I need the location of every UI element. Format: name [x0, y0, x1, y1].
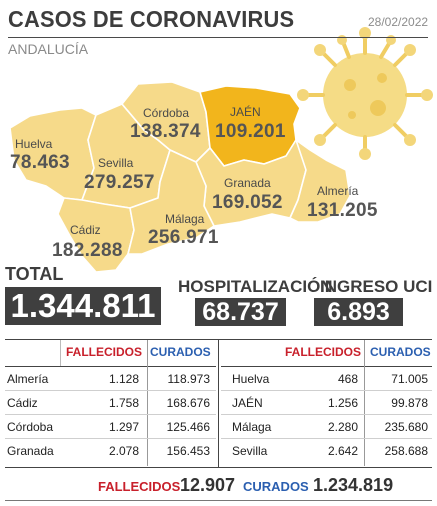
label-jaen-value: 109.201 [215, 121, 286, 142]
left-row-curados: 125.466 [166, 420, 210, 434]
table-bottom-border [5, 467, 432, 468]
left-fallecidos-header: FALLECIDOS [66, 345, 143, 359]
left-curados-header: CURADOS [150, 345, 211, 359]
right-row-fallecidos: 1.256 [327, 396, 358, 410]
province-cadiz [57, 197, 135, 273]
icu-label: INGRESO UCI [320, 277, 433, 296]
left-row-name: Córdoba [7, 420, 54, 434]
label-granada-name: Granada [224, 176, 271, 190]
label-granada-value: 169.052 [212, 192, 283, 213]
right-row-name: Huelva [232, 372, 270, 386]
region-label: ANDALUCÍA [8, 41, 89, 57]
right-row-fallecidos: 468 [337, 372, 358, 386]
total-label: TOTAL [5, 264, 64, 284]
footer-curados-label-text: CURADOS [243, 479, 309, 494]
left-row-curados: 118.973 [167, 372, 211, 386]
table-left-header-sep [60, 340, 61, 366]
right-row-curados: 99.878 [391, 396, 428, 410]
hospitalization-label: HOSPITALIZACIÓN [178, 277, 333, 296]
right-row-name: Málaga [232, 420, 272, 434]
label-almeria-value: 131.205 [307, 200, 378, 221]
label-almeria-name: Almería [317, 184, 359, 198]
left-row-name: Cádiz [7, 396, 38, 410]
table-right-col-sep [364, 340, 365, 466]
right-fallecidos-header: FALLECIDOS [285, 345, 362, 359]
footer-fallecidos-label-text: FALLECIDOS [98, 479, 181, 494]
page-title: CASOS DE CORONAVIRUS [8, 6, 295, 32]
label-malaga-name: Málaga [165, 212, 205, 226]
left-row-name: Granada [7, 444, 54, 458]
label-huelva-value: 78.463 [10, 152, 70, 173]
footer-curados-total: 1.234.819 [313, 475, 394, 495]
right-row-divider [221, 390, 432, 391]
footer-rule [5, 500, 432, 501]
coronavirus-illustration [297, 27, 433, 160]
left-row-fallecidos: 2.078 [108, 444, 139, 458]
right-row-curados: 235.680 [384, 420, 428, 434]
right-row-curados: 71.005 [391, 372, 428, 386]
table-right-header-rule [221, 366, 432, 367]
label-jaen-name: JAÉN [230, 105, 261, 119]
footer-curados-label: CURADOS [243, 479, 309, 494]
table-left-header-rule [5, 366, 216, 367]
label-cadiz-value: 182.288 [52, 240, 123, 261]
total-value: 1.344.811 [5, 287, 161, 325]
hospitalization-value: 68.737 [195, 298, 286, 326]
label-cordoba-value: 138.374 [130, 121, 201, 142]
right-row-name: Sevilla [232, 444, 268, 458]
table-left-col-sep [147, 340, 148, 466]
right-row-divider [221, 414, 432, 415]
right-row-name: JAÉN [232, 396, 263, 410]
right-row-fallecidos: 2.280 [327, 420, 358, 434]
label-cadiz-name: Cádiz [70, 223, 101, 237]
province-almeria [289, 139, 351, 223]
right-row-divider [221, 438, 432, 439]
left-row-fallecidos: 1.758 [108, 396, 139, 410]
right-curados-header: CURADOS [370, 345, 431, 359]
left-row-curados: 156.453 [166, 444, 210, 458]
left-row-fallecidos: 1.128 [108, 372, 139, 386]
left-row-fallecidos: 1.297 [108, 420, 139, 434]
footer-fallecidos-label: FALLECIDOS [98, 479, 180, 494]
right-row-curados: 258.688 [384, 444, 428, 458]
label-cordoba-name: Córdoba [143, 106, 190, 120]
left-row-divider [5, 414, 216, 415]
header-divider [8, 37, 428, 38]
table-center-divider [218, 339, 219, 467]
left-row-divider [5, 438, 216, 439]
label-sevilla-name: Sevilla [98, 156, 134, 170]
right-row-fallecidos: 2.642 [327, 444, 358, 458]
footer-fallecidos-total: 12.907 [180, 475, 236, 495]
label-huelva-name: Huelva [15, 137, 53, 151]
left-row-curados: 168.676 [166, 396, 210, 410]
icu-value: 6.893 [314, 298, 403, 326]
label-sevilla-value: 279.257 [84, 172, 155, 193]
andalucia-map [9, 27, 433, 273]
left-row-divider [5, 390, 216, 391]
province-malaga [127, 149, 215, 255]
date-label: 28/02/2022 [368, 15, 429, 29]
label-malaga-value: 256.971 [148, 227, 219, 248]
left-row-name: Almería [7, 372, 49, 386]
